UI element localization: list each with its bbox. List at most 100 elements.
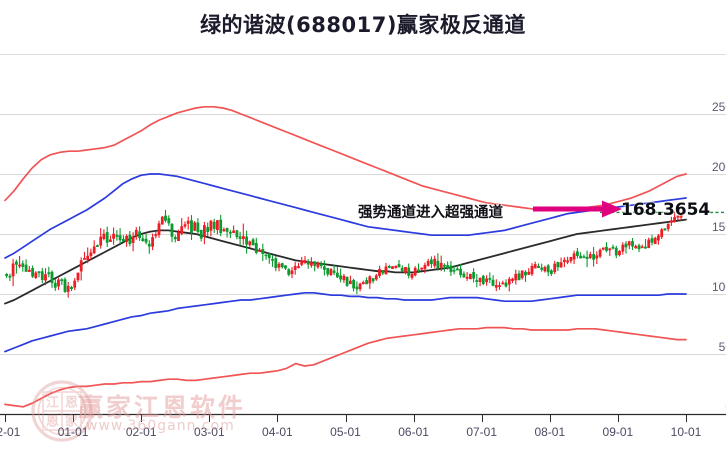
candle-body	[637, 245, 641, 250]
candle-body	[669, 220, 673, 223]
candle-body	[650, 238, 654, 243]
candle-body	[128, 234, 132, 245]
candle-body	[34, 272, 38, 278]
band-mid-line	[4, 218, 687, 305]
candle-body	[50, 271, 54, 284]
candle-body	[99, 236, 103, 246]
candle-body	[611, 246, 615, 249]
candle-body	[391, 266, 394, 269]
candle-body	[21, 263, 25, 268]
candle-body	[449, 265, 453, 273]
candle-body	[15, 261, 18, 265]
candle-body	[66, 285, 70, 292]
candle-body	[481, 275, 485, 285]
candle-body	[618, 250, 621, 256]
candle-body	[164, 215, 167, 221]
candle-body	[491, 279, 495, 286]
candle-body	[384, 266, 388, 275]
candle-body	[180, 226, 184, 234]
candle-body	[125, 235, 129, 242]
candle-body	[173, 237, 177, 240]
candle-body	[86, 255, 90, 260]
candle-body	[501, 282, 505, 285]
candle-body	[556, 262, 560, 268]
candle-body	[40, 271, 44, 281]
candle-body	[368, 276, 372, 284]
candle-body	[300, 260, 304, 265]
channel-annotation-label: 强势通道进入超强通道	[358, 205, 503, 221]
candle-body	[595, 255, 599, 259]
band-lower-inner-band	[4, 291, 687, 353]
candle-body	[374, 275, 378, 280]
candle-body	[154, 234, 158, 237]
candle-body	[446, 265, 450, 268]
candle-body	[232, 230, 236, 234]
candle-body	[413, 267, 417, 276]
candle-body	[527, 271, 531, 275]
candle-body	[339, 275, 343, 280]
candle-body	[70, 286, 73, 289]
candle-body	[8, 275, 12, 278]
annotation-arrow	[533, 200, 622, 218]
watermark-seal: 江恩恩家	[31, 380, 93, 442]
candle-body	[141, 238, 145, 242]
candle-body	[494, 284, 498, 288]
candle-body	[348, 280, 352, 285]
candle-body	[634, 245, 638, 249]
candle-body	[319, 263, 323, 267]
candle-body	[569, 256, 573, 262]
candle-body	[546, 265, 550, 273]
band-upper-outer-band	[4, 105, 687, 211]
candle-body	[102, 233, 106, 240]
candle-body	[199, 229, 203, 239]
candle-body	[27, 269, 31, 272]
candle-body	[394, 265, 398, 268]
candle-body	[472, 272, 476, 279]
y-axis-tick-label: 250	[711, 100, 726, 114]
candle-body	[579, 255, 583, 259]
candle-body	[170, 223, 174, 237]
candle-body	[11, 263, 15, 277]
candle-body	[138, 231, 142, 238]
candle-body	[608, 248, 612, 251]
candle-body	[598, 249, 602, 257]
candle-body	[465, 276, 469, 279]
candle-body	[400, 267, 404, 272]
candle-body	[540, 267, 544, 270]
x-axis-tick-label: 02-01	[125, 425, 157, 439]
candle-body	[488, 277, 492, 280]
candle-body	[261, 249, 265, 255]
candle-body	[297, 266, 300, 269]
candle-body	[203, 225, 206, 237]
candle-body	[60, 279, 64, 282]
candle-body	[582, 256, 586, 259]
candle-body	[267, 253, 271, 259]
candle-body	[332, 270, 336, 273]
candle-body	[287, 269, 291, 275]
candle-body	[352, 279, 356, 289]
candle-body	[410, 274, 414, 278]
candle-body	[160, 216, 164, 225]
candle-body	[115, 235, 119, 237]
candle-body	[588, 254, 592, 258]
candle-body	[524, 271, 527, 276]
candle-body	[258, 249, 262, 252]
watermark-brand: 赢家江恩软件	[78, 393, 247, 422]
candle-body	[5, 273, 9, 277]
candle-body	[134, 229, 138, 236]
candle-body	[355, 286, 359, 290]
candle-body	[378, 268, 381, 276]
candle-body	[530, 265, 534, 275]
candle-body	[167, 218, 171, 224]
candle-body	[404, 266, 407, 273]
candle-body	[193, 222, 197, 231]
svg-text:家: 家	[65, 414, 79, 430]
candle-body	[533, 264, 537, 269]
candle-body	[105, 232, 109, 243]
candle-body	[177, 232, 180, 241]
candle-body	[238, 236, 242, 239]
candle-body	[63, 279, 67, 292]
candle-body	[316, 262, 320, 268]
candle-body	[151, 237, 155, 247]
candle-body	[452, 269, 456, 272]
